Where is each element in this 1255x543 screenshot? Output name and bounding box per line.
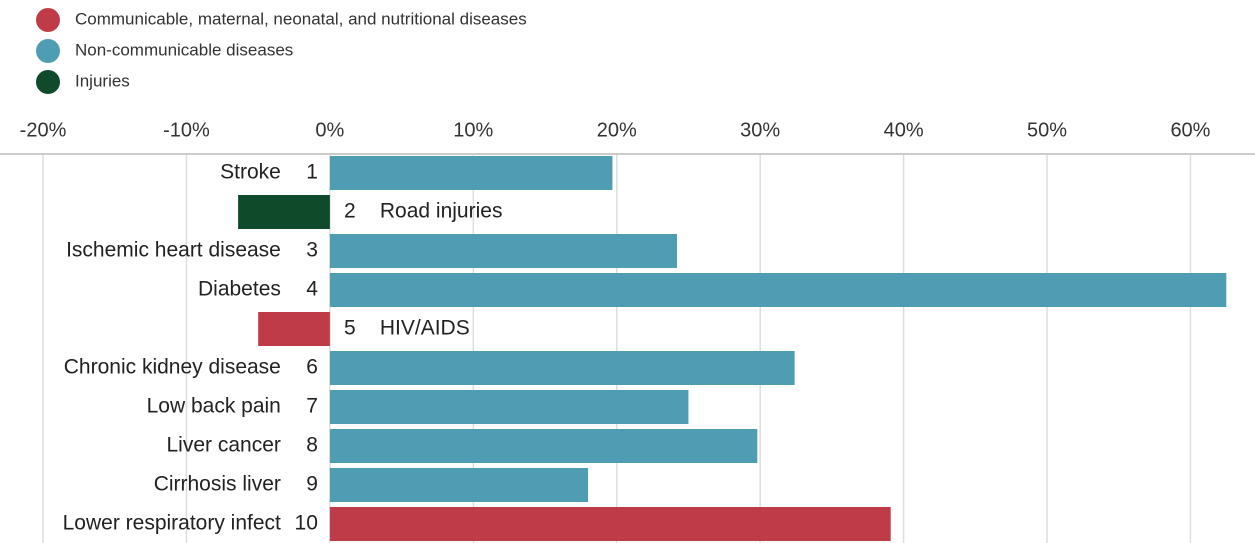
rank-label: 10 [295, 512, 318, 535]
rank-label: 1 [306, 161, 318, 184]
rank-label: 4 [306, 278, 318, 301]
category-label: Chronic kidney disease [64, 356, 281, 379]
bar [329, 390, 689, 424]
legend-swatch [36, 39, 60, 63]
category-label: Low back pain [147, 395, 281, 418]
legend-label: Injuries [75, 71, 130, 90]
x-tick-label: 30% [740, 119, 780, 141]
category-label: Stroke [220, 161, 281, 184]
category-label: Diabetes [198, 278, 281, 301]
legend-label: Non-communicable diseases [75, 40, 293, 59]
bar [329, 234, 677, 268]
category-label: HIV/AIDS [380, 317, 470, 340]
bar [329, 429, 758, 463]
x-tick-label: 0% [315, 119, 344, 141]
x-tick-label: 40% [884, 119, 924, 141]
category-label: Lower respiratory infect [63, 512, 281, 535]
bar [329, 468, 589, 502]
x-tick-label: 60% [1170, 119, 1210, 141]
bar [258, 312, 330, 346]
x-tick-label: -20% [20, 119, 67, 141]
legend-swatch [36, 70, 60, 94]
x-tick-label: 10% [453, 119, 493, 141]
rank-label: 8 [306, 434, 318, 457]
rank-label: 2 [344, 200, 356, 223]
legend-label: Communicable, maternal, neonatal, and nu… [75, 9, 527, 28]
category-label: Cirrhosis liver [154, 473, 281, 496]
x-tick-label: 20% [597, 119, 637, 141]
x-tick-label: 50% [1027, 119, 1067, 141]
rank-label: 6 [306, 356, 318, 379]
x-tick-label: -10% [163, 119, 210, 141]
bar [329, 273, 1227, 307]
bar [329, 351, 795, 385]
rank-label: 5 [344, 317, 356, 340]
rank-label: 7 [306, 395, 318, 418]
rank-label: 9 [306, 473, 318, 496]
bar [238, 195, 330, 229]
legend-swatch [36, 8, 60, 32]
bar [329, 507, 891, 541]
category-label: Liver cancer [166, 434, 280, 457]
bar [329, 156, 613, 190]
category-label: Road injuries [380, 200, 503, 223]
rank-label: 3 [306, 239, 318, 262]
category-label: Ischemic heart disease [66, 239, 281, 262]
